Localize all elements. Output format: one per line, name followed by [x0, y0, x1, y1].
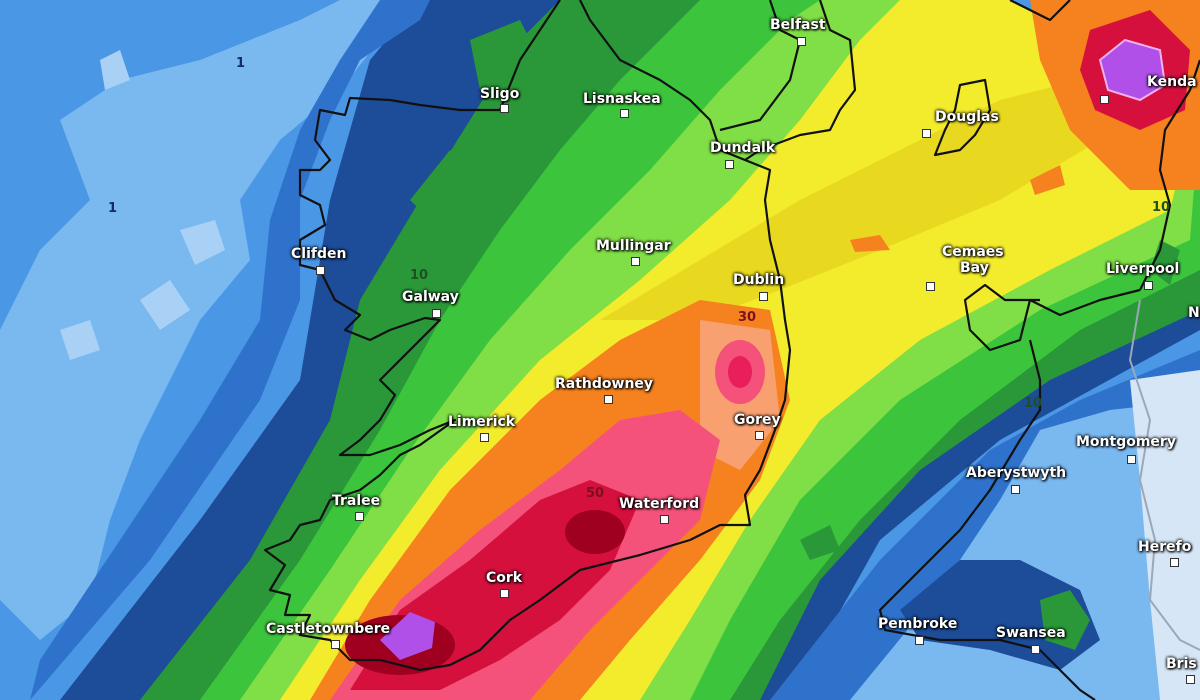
city-marker[interactable]	[500, 104, 509, 113]
city-marker[interactable]	[1031, 645, 1040, 654]
city-label-kendal[interactable]: Kenda	[1147, 74, 1197, 90]
band-gold	[600, 80, 1100, 320]
city-label-swansea[interactable]: Swansea	[996, 625, 1066, 641]
contour-label: 10	[410, 268, 429, 283]
city-label-douglas[interactable]: Douglas	[935, 109, 999, 125]
band-red-gorey	[728, 356, 752, 388]
city-label-clifden[interactable]: Clifden	[291, 246, 347, 262]
isle-of-man-coastline	[933, 78, 992, 157]
city-marker[interactable]	[500, 589, 509, 598]
city-marker[interactable]	[797, 37, 806, 46]
city-marker[interactable]	[631, 257, 640, 266]
city-label-rathdowney[interactable]: Rathdowney	[555, 376, 654, 392]
city-label-aberystwyth[interactable]: Aberystwyth	[966, 465, 1067, 481]
city-label-tralee[interactable]: Tralee	[332, 493, 381, 509]
contour-label: 30	[738, 310, 757, 325]
city-marker[interactable]	[355, 512, 364, 521]
band-mid-blue	[30, 0, 430, 700]
contour-label: 10	[1152, 200, 1171, 215]
city-marker[interactable]	[915, 636, 924, 645]
city-marker[interactable]	[316, 266, 325, 275]
england-coastline	[1009, 0, 1200, 291]
coastlines	[263, 0, 1200, 700]
city-label-limerick[interactable]: Limerick	[448, 414, 516, 430]
contour-label: 10	[1024, 396, 1043, 411]
city-label-cork[interactable]: Cork	[486, 570, 523, 586]
city-label-dublin[interactable]: Dublin	[733, 272, 785, 288]
city-marker[interactable]	[660, 515, 669, 524]
band-purple-kendal	[1098, 38, 1167, 102]
city-label-mullingar[interactable]: Mullingar	[596, 238, 671, 254]
city-marker[interactable]	[1127, 455, 1136, 464]
northern-ireland-coastline	[719, 0, 857, 161]
england-wales-border	[1128, 299, 1200, 651]
city-label-bay[interactable]: Bay	[960, 260, 989, 276]
wales-coastline	[878, 283, 1141, 700]
city-marker[interactable]	[759, 292, 768, 301]
city-label-pembroke[interactable]: Pembroke	[878, 616, 958, 632]
city-marker[interactable]	[1186, 675, 1195, 684]
ireland-coastline	[263, 0, 792, 672]
city-label-bristol[interactable]: Bris	[1166, 656, 1197, 672]
city-label-lisnaskea[interactable]: Lisnaskea	[583, 91, 661, 107]
city-label-castletownbere[interactable]: Castletownbere	[266, 621, 391, 637]
city-marker[interactable]	[1100, 95, 1109, 104]
contour-label: 1	[236, 56, 246, 71]
band-light-blue-west	[0, 0, 400, 640]
city-label-belfast[interactable]: Belfast	[770, 17, 826, 33]
band-pale-blue-england	[1130, 370, 1200, 700]
city-label-waterford[interactable]: Waterford	[619, 496, 700, 512]
band-purple-castletownbere	[380, 612, 435, 660]
city-marker[interactable]	[1170, 558, 1179, 567]
city-marker[interactable]	[331, 640, 340, 649]
city-label-sligo[interactable]: Sligo	[480, 86, 520, 102]
band-dark-green-north	[410, 20, 540, 220]
city-marker[interactable]	[480, 433, 489, 442]
city-label-partial[interactable]: N	[1188, 305, 1200, 321]
city-marker[interactable]	[604, 395, 613, 404]
city-marker[interactable]	[922, 129, 931, 138]
contour-label: 50	[586, 486, 605, 501]
city-label-gorey[interactable]: Gorey	[734, 412, 781, 428]
city-label-hereford[interactable]: Herefo	[1138, 539, 1192, 555]
city-marker[interactable]	[1144, 281, 1153, 290]
city-marker[interactable]	[926, 282, 935, 291]
band-dark-red-waterford	[565, 510, 625, 554]
city-marker[interactable]	[755, 431, 764, 440]
city-marker[interactable]	[1011, 485, 1020, 494]
contour-label: 1	[108, 201, 118, 216]
city-marker[interactable]	[432, 309, 441, 318]
city-label-montgomery[interactable]: Montgomery	[1076, 434, 1176, 450]
city-label-cemaes[interactable]: Cemaes	[942, 244, 1004, 260]
city-marker[interactable]	[725, 160, 734, 169]
city-marker[interactable]	[620, 109, 629, 118]
city-label-dundalk[interactable]: Dundalk	[710, 140, 776, 156]
city-label-liverpool[interactable]: Liverpool	[1106, 261, 1180, 277]
city-label-galway[interactable]: Galway	[402, 289, 459, 305]
band-navy-wales	[900, 560, 1100, 670]
band-pale-blue-patch	[60, 50, 225, 360]
